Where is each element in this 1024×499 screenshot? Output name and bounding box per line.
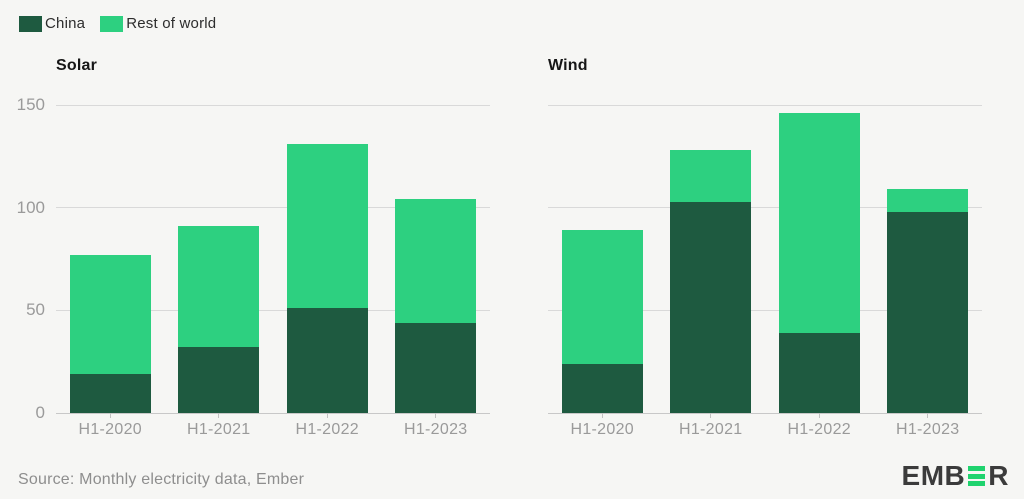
bar-group-solar-h1-2022: H1-2022: [273, 105, 382, 438]
bar-segment-wind-h1-2021-china: [670, 201, 752, 413]
legend: China Rest of world: [19, 15, 216, 32]
bar-segment-solar-h1-2020-china: [69, 374, 151, 413]
x-axis-label-solar-h1-2023: H1-2023: [404, 421, 468, 438]
x-axis-label-wind-h1-2020: H1-2020: [570, 421, 634, 438]
x-axis-label-wind-h1-2022: H1-2022: [787, 421, 851, 438]
bar-segment-wind-h1-2022-rest-of-world: [778, 113, 860, 333]
bar-group-solar-h1-2023: H1-2023: [382, 105, 491, 438]
logo-green-e-icon: [968, 466, 986, 486]
bar-segment-wind-h1-2023-china: [887, 211, 969, 413]
bar-group-wind-h1-2020: H1-2020: [548, 105, 657, 438]
gridline-150-wind: [548, 104, 982, 106]
gridline-100-solar: [56, 207, 490, 209]
legend-swatch-china-icon: [19, 15, 42, 32]
bar-segment-solar-h1-2023-china: [395, 322, 477, 413]
bar-segment-wind-h1-2022-china: [778, 332, 860, 413]
x-axis-tick-wind-h1-2020: [601, 413, 603, 418]
x-axis-tick-wind-h1-2022: [818, 413, 820, 418]
bar-segment-solar-h1-2023-rest-of-world: [395, 199, 477, 323]
chart-title-solar: Solar: [56, 57, 98, 74]
gridline-100-wind: [548, 207, 982, 209]
plot-area-wind: H1-2020 H1-2021 H1-2022 H1-2023: [548, 104, 983, 438]
plot-area-solar: 0 50 100 150 H1-2020 H1-2021 H1-2022 H1-2023: [17, 96, 491, 438]
logo-text-r: R: [988, 460, 1009, 491]
bar-segment-wind-h1-2020-china: [561, 363, 643, 413]
x-axis-tick-solar-h1-2021: [218, 413, 220, 418]
bar-segment-solar-h1-2020-rest-of-world: [69, 254, 151, 374]
source-caption: Source: Monthly electricity data, Ember: [18, 471, 305, 488]
bar-group-wind-h1-2022: H1-2022: [765, 105, 874, 438]
bar-segment-wind-h1-2020-rest-of-world: [561, 230, 643, 364]
legend-swatch-rest-of-world-icon: [100, 15, 124, 32]
legend-label-china: China: [45, 15, 86, 32]
y-axis-label-100: 100: [16, 197, 45, 217]
x-axis-tick-solar-h1-2020: [109, 413, 111, 418]
gridline-150-solar: [56, 104, 490, 106]
x-axis-line-wind: [548, 412, 982, 414]
x-axis-line-solar: [56, 412, 490, 414]
bar-segment-solar-h1-2021-rest-of-world: [178, 226, 260, 348]
x-axis-tick-wind-h1-2023: [927, 413, 929, 418]
legend-label-rest-of-world: Rest of world: [126, 15, 217, 32]
x-axis-tick-wind-h1-2021: [710, 413, 712, 418]
bar-group-solar-h1-2021: H1-2021: [165, 105, 274, 438]
x-axis-label-solar-h1-2020: H1-2020: [78, 421, 142, 438]
x-axis-tick-solar-h1-2022: [326, 413, 328, 418]
bar-segment-wind-h1-2023-rest-of-world: [887, 189, 969, 212]
bar-group-wind-h1-2021: H1-2021: [657, 105, 766, 438]
ember-logo: EMB R: [902, 460, 1009, 492]
bar-segment-wind-h1-2021-rest-of-world: [670, 150, 752, 202]
bar-group-wind-h1-2023: H1-2023: [874, 105, 983, 438]
x-axis-label-solar-h1-2022: H1-2022: [295, 421, 359, 438]
legend-item-rest-of-world: Rest of world: [100, 15, 216, 32]
bar-segment-solar-h1-2021-china: [178, 347, 260, 413]
x-axis-label-wind-h1-2021: H1-2021: [679, 421, 743, 438]
bar-segment-solar-h1-2022-rest-of-world: [286, 144, 368, 309]
logo-text-emb: EMB: [901, 460, 966, 491]
gridline-50-wind: [548, 309, 982, 311]
y-axis-label-50: 50: [26, 300, 45, 320]
y-axis-label-150: 150: [16, 95, 45, 114]
y-axis-label-0: 0: [35, 403, 45, 422]
chart-title-wind: Wind: [548, 57, 588, 74]
bar-segment-solar-h1-2022-china: [286, 308, 368, 413]
x-axis-label-solar-h1-2021: H1-2021: [187, 421, 251, 438]
bar-group-solar-h1-2020: H1-2020: [56, 105, 165, 438]
gridline-50-solar: [56, 309, 490, 311]
x-axis-label-wind-h1-2023: H1-2023: [896, 421, 960, 438]
legend-item-china: China: [19, 15, 85, 32]
x-axis-tick-solar-h1-2023: [435, 413, 437, 418]
